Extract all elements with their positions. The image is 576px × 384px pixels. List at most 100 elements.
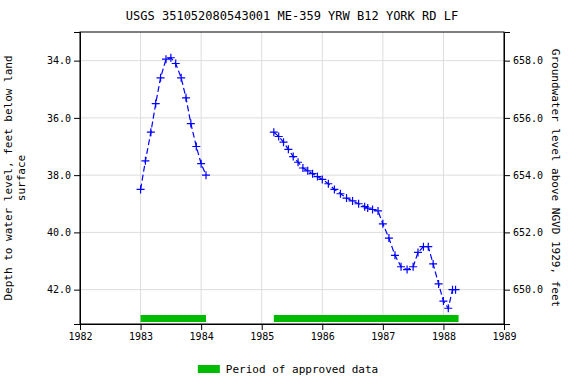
marker <box>167 54 175 62</box>
marker <box>197 160 205 168</box>
marker <box>452 286 460 294</box>
y-axis-line <box>74 33 81 325</box>
legend-item: Period of approved data <box>198 363 378 376</box>
marker <box>444 304 452 312</box>
x-axis-tick-mark <box>201 324 202 330</box>
line <box>274 132 456 308</box>
marker <box>330 185 338 193</box>
marker <box>289 153 297 161</box>
x-axis-tick-label: 1984 <box>190 331 214 342</box>
y2-axis-title: Groundwater level above NGVD 1929, feet <box>549 49 562 307</box>
y-axis-tick: 42.0 <box>47 284 80 295</box>
marker <box>280 138 288 146</box>
grid-line-y <box>80 60 504 61</box>
x-axis-tick: 1989 <box>492 324 516 342</box>
x-axis-tick-mark <box>141 324 142 330</box>
y2-axis-tick-mark <box>504 61 510 62</box>
marker <box>192 143 200 151</box>
marker <box>385 234 393 242</box>
marker <box>414 248 422 256</box>
marker <box>369 205 377 213</box>
y-axis-tick-label: 42.0 <box>47 284 71 295</box>
y-axis-tick: 36.0 <box>47 113 80 124</box>
x-axis-tick: 1988 <box>432 324 456 342</box>
y-axis-tick-mark <box>74 290 80 291</box>
marker <box>162 55 170 63</box>
marker <box>147 128 155 136</box>
marker <box>187 120 195 128</box>
grid-line-x <box>443 32 444 324</box>
x-axis-tick-mark <box>443 324 444 330</box>
grid-line-x <box>201 32 202 324</box>
x-axis-tick-label: 1986 <box>311 331 335 342</box>
marker <box>336 190 344 198</box>
marker <box>275 132 283 140</box>
x-axis-tick-mark <box>322 324 323 330</box>
y2-axis-tick-label: 656.0 <box>513 113 543 124</box>
marker <box>270 128 278 136</box>
y2-axis-line <box>505 33 511 325</box>
y-axis-tick: 38.0 <box>47 170 80 181</box>
marker <box>435 280 443 288</box>
x-axis-tick-label: 1989 <box>492 331 516 342</box>
marks <box>137 54 460 322</box>
x-axis: 19821983198419851986198719881989 <box>68 324 516 342</box>
y2-axis: 650.0 652.0 654.0 656.0 658.0 <box>504 33 543 325</box>
marker <box>284 145 292 153</box>
grid-line-x <box>140 32 141 324</box>
x-axis-tick-label: 1982 <box>68 331 92 342</box>
y2-axis-tick-mark <box>504 290 510 291</box>
x-axis-tick: 1985 <box>250 324 274 342</box>
y-axis-tick: 34.0 <box>47 55 80 66</box>
y2-axis-tick-label: 652.0 <box>513 227 543 238</box>
marker <box>157 74 165 82</box>
x-axis-tick: 1984 <box>190 324 214 342</box>
x-axis-tick: 1986 <box>311 324 335 342</box>
y-axis-tick-label: 34.0 <box>47 55 71 66</box>
y2-axis-tick-label: 654.0 <box>513 170 543 181</box>
legend-swatch <box>198 365 220 373</box>
y2-axis-tick: 654.0 <box>504 170 543 181</box>
marker <box>152 100 160 108</box>
approved-span <box>141 315 206 322</box>
x-axis-tick-label: 1987 <box>371 331 395 342</box>
marker <box>424 243 432 251</box>
y-axis: 34.0 36.0 38.0 40.0 42.0 <box>47 33 81 325</box>
y-axis-tick-mark <box>74 118 80 119</box>
y2-axis-tick: 650.0 <box>504 284 543 295</box>
grid-line-y <box>80 232 504 233</box>
y-axis-tick: 40.0 <box>47 227 80 238</box>
x-axis-tick-label: 1985 <box>250 331 274 342</box>
x-axis-tick-label: 1988 <box>432 331 456 342</box>
y2-axis-tick: 658.0 <box>504 55 543 66</box>
y2-axis-tick-label: 658.0 <box>513 55 543 66</box>
marker <box>182 94 190 102</box>
marker <box>409 263 417 271</box>
y-axis-tick-label: 38.0 <box>47 170 71 181</box>
y2-axis-tick: 656.0 <box>504 113 543 124</box>
y2-axis-tick-mark <box>504 175 510 176</box>
grid-line-x <box>261 32 262 324</box>
marker <box>141 157 149 165</box>
legend-label: Period of approved data <box>226 363 378 376</box>
marker <box>202 171 210 179</box>
y-axis-tick-label: 40.0 <box>47 227 71 238</box>
grid-line-x <box>382 32 383 324</box>
marker <box>172 59 180 67</box>
approved-span <box>274 315 459 322</box>
y-axis-tick-mark <box>74 61 80 62</box>
plot-root: 1982198319841985198619871988198934.036.0… <box>2 9 562 342</box>
y-axis-title: Depth to water level, feet below landsur… <box>2 55 28 300</box>
title: USGS 351052080543001 ME-359 YRW B12 YORK… <box>126 9 458 23</box>
x-axis-tick: 1987 <box>371 324 395 342</box>
grid-line-y <box>80 117 504 118</box>
marker <box>429 260 437 268</box>
x-axis-tick: 1982 <box>68 324 92 342</box>
marker <box>364 204 372 212</box>
legend: Period of approved data <box>198 363 378 376</box>
x-axis-tick-mark <box>262 324 263 330</box>
grid <box>80 32 504 324</box>
y-axis-tick-label: 36.0 <box>47 113 71 124</box>
marker <box>294 158 302 166</box>
marker <box>324 180 332 188</box>
